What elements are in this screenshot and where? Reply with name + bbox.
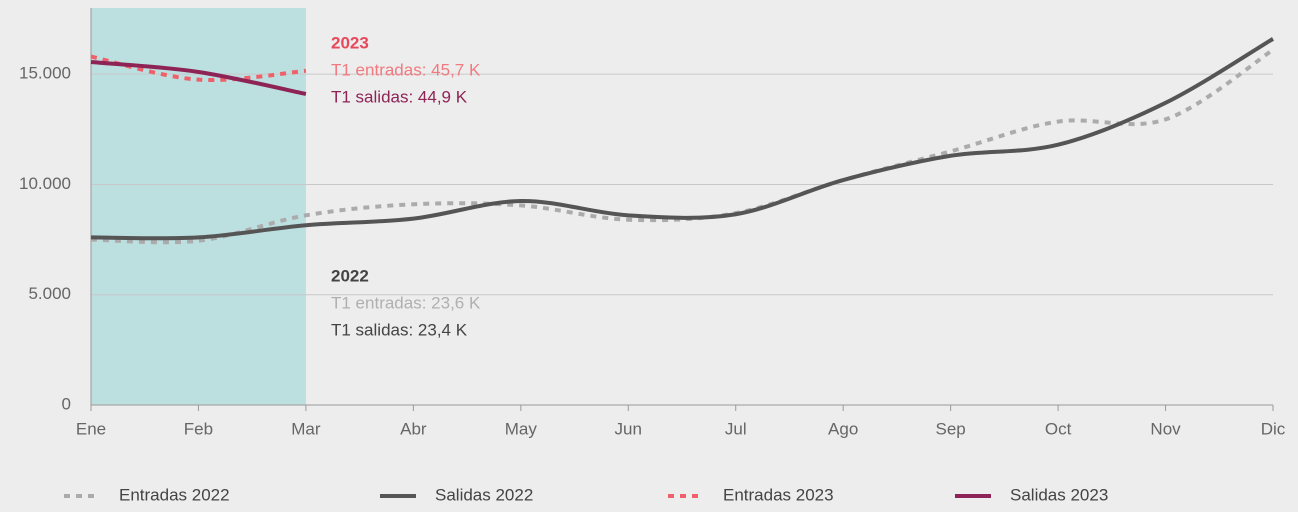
x-tick-label: Feb [184,419,213,438]
x-tick-label: Oct [1045,419,1072,438]
annotation-title: 2023 [331,33,369,52]
annotation-text: T1 entradas: 23,6 K [331,293,481,312]
annotation-title: 2022 [331,266,369,285]
x-tick-label: Ago [828,419,858,438]
y-tick-label: 10.000 [19,174,71,193]
y-tick-label: 5.000 [28,284,71,303]
x-tick-label: Sep [936,419,966,438]
annotation-text: T1 salidas: 23,4 K [331,320,468,339]
y-tick-label: 15.000 [19,64,71,83]
x-tick-label: Jun [615,419,642,438]
y-tick-label: 0 [62,394,71,413]
legend-label: Entradas 2022 [119,485,230,504]
annotation-text: T1 salidas: 44,9 K [331,87,468,106]
x-tick-label: Abr [400,419,427,438]
series-line [90,60,307,96]
x-tick-label: Dic [1261,419,1286,438]
series-line [90,37,1275,241]
annotation-text: T1 entradas: 45,7 K [331,60,481,79]
legend-label: Salidas 2022 [435,485,533,504]
x-tick-label: Nov [1150,419,1181,438]
legend-label: Salidas 2023 [1010,485,1108,504]
x-tick-label: May [505,419,538,438]
x-tick-label: Mar [291,419,321,438]
legend-label: Entradas 2023 [723,485,834,504]
x-tick-label: Ene [76,419,106,438]
highlight-band [91,8,306,405]
x-tick-label: Jul [725,419,747,438]
